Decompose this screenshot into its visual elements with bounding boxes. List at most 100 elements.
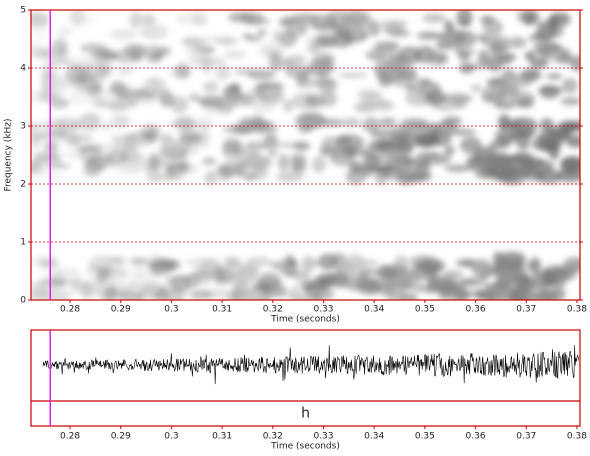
spectral-blob [157, 139, 185, 157]
spectral-blob [31, 259, 43, 266]
spectral-blob [233, 68, 257, 75]
spectral-blob [414, 134, 439, 147]
spectral-blob [277, 153, 290, 172]
spectral-blob [45, 170, 62, 183]
spectral-blob [129, 257, 149, 266]
spectral-blob [538, 289, 558, 300]
spectral-blob [524, 50, 537, 61]
spectral-blob [200, 35, 221, 42]
spectral-blob [558, 120, 580, 129]
spectral-blob [276, 171, 304, 183]
spectral-blob [117, 67, 134, 75]
spectral-blob [47, 58, 60, 76]
spectral-blob [534, 169, 563, 184]
spectral-blob [502, 166, 531, 174]
spectral-blob [357, 89, 382, 100]
spectral-blob [48, 97, 70, 109]
spectral-blob [368, 20, 381, 37]
spectral-blob [123, 43, 148, 58]
spectral-blob [379, 117, 397, 128]
spectral-blob [492, 287, 511, 300]
spectral-blob [416, 31, 444, 40]
spectral-blob [188, 93, 200, 102]
spectral-blob [357, 274, 370, 291]
spectral-blob [286, 258, 298, 267]
spectral-blob [32, 156, 63, 166]
spectral-blob [170, 96, 189, 114]
x-tick-label: 0.31 [212, 305, 232, 315]
spectral-blob [307, 44, 320, 54]
spectral-blob [247, 292, 268, 300]
spectral-blob [185, 258, 216, 267]
spectral-blob [481, 85, 507, 103]
spectral-blob [74, 70, 97, 84]
spectral-blob [233, 125, 251, 134]
spectral-blob [189, 290, 213, 300]
x-tick-label: 0.29 [111, 432, 131, 442]
spectral-blob [344, 254, 366, 273]
spectral-blob [57, 26, 73, 37]
spectral-blob [362, 117, 381, 133]
spectral-blob [389, 29, 412, 38]
spectral-blob [325, 10, 351, 29]
spectral-blob [129, 11, 143, 29]
spectral-blob [416, 161, 431, 176]
spectral-blob [112, 256, 125, 267]
spectral-blob [489, 40, 505, 56]
x-tick-label: 0.34 [364, 305, 384, 315]
spectral-blob [150, 52, 164, 61]
spectral-blob [31, 24, 48, 40]
spectral-blob [267, 149, 278, 158]
spectral-blob [516, 97, 534, 108]
spectral-blob [164, 165, 177, 177]
x-tick-label: 0.36 [466, 305, 486, 315]
spectral-blob [534, 28, 557, 40]
spectral-blob [494, 127, 521, 145]
spectral-blob [468, 258, 492, 273]
spectral-blob [459, 62, 475, 74]
spectral-blob [105, 149, 128, 166]
spectral-blob [226, 292, 239, 300]
spectral-blob [456, 277, 486, 287]
spectral-blob [74, 144, 104, 153]
spectral-blob [88, 255, 113, 272]
spectral-blob [109, 29, 137, 40]
y-tick-label: 2 [20, 180, 26, 190]
spectral-blob [293, 141, 310, 151]
spectral-blob [393, 155, 412, 164]
spectral-blob [375, 50, 401, 67]
spectral-blob [51, 72, 62, 85]
spectral-blob [208, 57, 225, 65]
spectral-blob [144, 284, 156, 297]
spectral-blob [338, 72, 368, 79]
spectral-blob [97, 268, 109, 284]
spectral-blob [283, 99, 294, 113]
spectral-blob [293, 160, 307, 174]
spectral-blob [272, 29, 283, 42]
spectral-blob [470, 83, 482, 93]
spectral-blob [539, 118, 554, 133]
spectral-blob [294, 81, 321, 89]
x-tick-label: 0.35 [415, 305, 435, 315]
y-tick-label: 1 [20, 238, 26, 248]
spectral-blob [380, 278, 408, 294]
spectral-blob [435, 42, 464, 50]
y-axis-label: Frequency (kHz) [4, 118, 14, 191]
spectral-blob [125, 282, 138, 300]
spectral-blob [509, 36, 527, 49]
spectral-blob [65, 137, 81, 146]
spectral-blob [246, 34, 263, 43]
spectral-blob [331, 25, 352, 37]
spectral-blob [486, 151, 511, 166]
spectral-blob [311, 156, 327, 173]
spectral-blob [192, 18, 208, 26]
spectral-blob [99, 49, 119, 60]
x-tick-label: 0.36 [466, 432, 486, 442]
spectral-blob [215, 64, 231, 81]
spectral-blob [39, 260, 59, 268]
spectral-blob [62, 150, 85, 158]
spectral-blob [498, 275, 523, 285]
spectral-blob [95, 64, 110, 80]
spectral-blob [69, 90, 89, 106]
spectral-blob [382, 165, 403, 180]
